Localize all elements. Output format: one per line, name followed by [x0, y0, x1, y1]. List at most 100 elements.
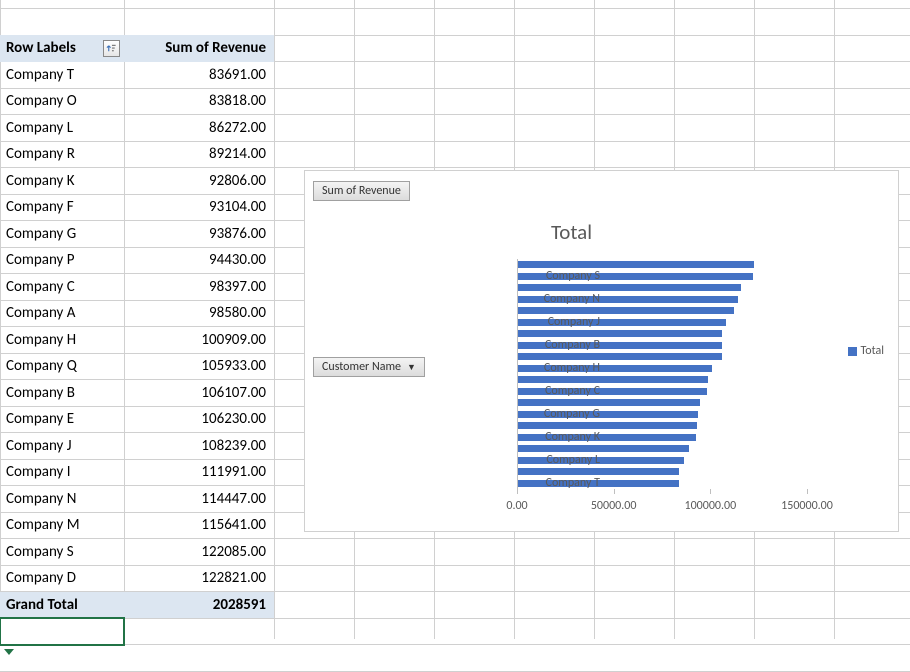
- table-row[interactable]: Company P94430.00: [0, 247, 274, 274]
- field-button-values[interactable]: Sum of Revenue: [313, 181, 410, 201]
- table-row[interactable]: Company E106230.00: [0, 406, 274, 433]
- y-axis-label: Company N: [500, 292, 600, 306]
- grand-total-label: Grand Total: [0, 592, 124, 619]
- row-label: Company P: [0, 247, 124, 274]
- row-label: Company Q: [0, 353, 124, 380]
- row-value: 98580.00: [124, 300, 274, 327]
- sort-asc-icon: [106, 43, 117, 54]
- x-axis-label: 150000.00: [781, 499, 833, 513]
- y-axis-label: Company L: [500, 453, 600, 467]
- table-row[interactable]: Company F93104.00: [0, 194, 274, 221]
- grand-total-row: Grand Total 2028591: [0, 592, 274, 619]
- legend-label: Total: [861, 344, 884, 358]
- table-row[interactable]: Company H100909.00: [0, 327, 274, 354]
- row-value: 114447.00: [124, 486, 274, 513]
- y-axis-label: Company J: [500, 315, 600, 329]
- row-value: 100909.00: [124, 327, 274, 354]
- table-row[interactable]: Company A98580.00: [0, 300, 274, 327]
- table-row[interactable]: Company R89214.00: [0, 141, 274, 168]
- field-button-axis[interactable]: Customer Name ▼: [313, 357, 425, 377]
- x-axis-label: 100000.00: [684, 499, 736, 513]
- pivot-table: Row Labels Sum of Revenue Company T83691…: [0, 35, 274, 645]
- table-row[interactable]: Company S122085.00: [0, 539, 274, 566]
- row-label: Company B: [0, 380, 124, 407]
- row-label: Company K: [0, 168, 124, 195]
- table-row[interactable]: Company O83818.00: [0, 88, 274, 115]
- row-label: Company C: [0, 274, 124, 301]
- chart-title: Total: [305, 219, 838, 245]
- chart-bar[interactable]: [517, 376, 708, 383]
- chart-bar[interactable]: [517, 422, 697, 429]
- field-button-values-label: Sum of Revenue: [322, 184, 401, 198]
- table-row[interactable]: Company J108239.00: [0, 433, 274, 460]
- field-button-axis-label: Customer Name: [322, 360, 401, 374]
- chart-bar[interactable]: [517, 468, 679, 475]
- table-row[interactable]: Company D122821.00: [0, 565, 274, 592]
- y-axis-label: Company K: [500, 430, 600, 444]
- row-value: 92806.00: [124, 168, 274, 195]
- y-axis-label: Company S: [500, 269, 600, 283]
- row-value: 98397.00: [124, 274, 274, 301]
- chart-bar[interactable]: [517, 307, 734, 314]
- row-label: Company J: [0, 433, 124, 460]
- table-row[interactable]: Company K92806.00: [0, 168, 274, 195]
- chart-bar[interactable]: [517, 353, 722, 360]
- table-row[interactable]: Company I111991.00: [0, 459, 274, 486]
- table-row[interactable]: Company G93876.00: [0, 221, 274, 248]
- pivot-chart[interactable]: Sum of Revenue Customer Name ▼ Total Tot…: [304, 170, 899, 532]
- table-row[interactable]: Company Q105933.00: [0, 353, 274, 380]
- row-value: 106230.00: [124, 406, 274, 433]
- row-value: 122821.00: [124, 565, 274, 592]
- row-label: Company T: [0, 62, 124, 89]
- y-axis-label: Company G: [500, 407, 600, 421]
- chart-bar[interactable]: [517, 399, 700, 406]
- row-value: 111991.00: [124, 459, 274, 486]
- row-label: Company O: [0, 88, 124, 115]
- row-value: 122085.00: [124, 539, 274, 566]
- row-label: Company S: [0, 539, 124, 566]
- row-label: Company L: [0, 115, 124, 142]
- table-row[interactable]: Company N114447.00: [0, 486, 274, 513]
- sum-header-text: Sum of Revenue: [165, 39, 266, 57]
- y-axis-label: Company C: [500, 384, 600, 398]
- row-value: 108239.00: [124, 433, 274, 460]
- row-label: Company A: [0, 300, 124, 327]
- grand-total-value: 2028591: [124, 592, 274, 619]
- y-axis-label: Company T: [500, 476, 600, 490]
- row-value: 89214.00: [124, 141, 274, 168]
- row-label: Company D: [0, 565, 124, 592]
- x-axis-label: 50000.00: [591, 499, 637, 513]
- chart-bar[interactable]: [517, 330, 722, 337]
- row-value: 115641.00: [124, 512, 274, 539]
- chevron-down-icon: ▼: [407, 362, 416, 373]
- row-value: 106107.00: [124, 380, 274, 407]
- row-labels-header[interactable]: Row Labels: [0, 35, 124, 62]
- row-label: Company R: [0, 141, 124, 168]
- table-row[interactable]: Company T83691.00: [0, 62, 274, 89]
- row-label: Company M: [0, 512, 124, 539]
- row-value: 83818.00: [124, 88, 274, 115]
- sum-of-revenue-header[interactable]: Sum of Revenue: [124, 35, 274, 62]
- active-cell[interactable]: [0, 618, 124, 645]
- table-row[interactable]: Company B106107.00: [0, 380, 274, 407]
- pivot-header-row: Row Labels Sum of Revenue: [0, 35, 274, 62]
- y-axis-label: Company H: [500, 361, 600, 375]
- row-label: Company F: [0, 194, 124, 221]
- row-label: Company N: [0, 486, 124, 513]
- fill-handle-icon[interactable]: [4, 649, 14, 655]
- table-row[interactable]: Company C98397.00: [0, 274, 274, 301]
- row-value: 86272.00: [124, 115, 274, 142]
- table-row[interactable]: Company M115641.00: [0, 512, 274, 539]
- chart-bar[interactable]: [517, 284, 741, 291]
- row-value: 93876.00: [124, 221, 274, 248]
- chart-bar[interactable]: [517, 261, 754, 268]
- row-labels-text: Row Labels: [6, 39, 76, 57]
- legend-swatch: [848, 347, 857, 356]
- table-row[interactable]: Company L86272.00: [0, 115, 274, 142]
- row-labels-filter-button[interactable]: [103, 40, 120, 57]
- row-label: Company H: [0, 327, 124, 354]
- chart-bar[interactable]: [517, 445, 689, 452]
- x-axis-label: 0.00: [506, 499, 527, 513]
- row-label: Company G: [0, 221, 124, 248]
- row-label: Company I: [0, 459, 124, 486]
